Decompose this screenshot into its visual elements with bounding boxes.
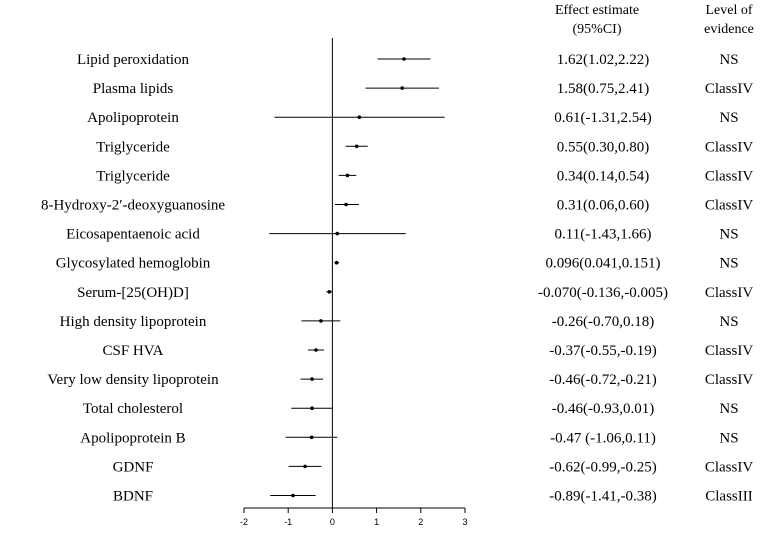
- point-estimate: [400, 86, 405, 90]
- evidence-header-line2: evidence: [704, 22, 754, 37]
- point-estimate: [310, 406, 314, 411]
- point-estimate: [402, 57, 406, 61]
- forest-row: Lipid peroxidation 1.62(1.02,2.22) NS: [77, 52, 739, 68]
- point-estimate: [344, 202, 348, 207]
- point-estimate: [291, 493, 295, 498]
- forest-rows: Lipid peroxidation 1.62(1.02,2.22) NS Plasm…: [41, 52, 753, 505]
- point-estimate: [335, 231, 340, 236]
- effect-estimate-text: 0.096(0.041,0.151): [546, 256, 661, 272]
- x-tick-label: 2: [418, 517, 423, 527]
- row-label: Glycosylated hemoglobin: [56, 256, 211, 272]
- effect-estimate-text: 1.62(1.02,2.22): [557, 52, 650, 68]
- evidence-level: NS: [719, 110, 738, 126]
- forest-row: Triglyceride 0.55(0.30,0.80) ClassIV: [96, 139, 753, 155]
- evidence-level: ClassIV: [705, 198, 754, 214]
- effect-estimate-text: -0.62(-0.99,-0.25): [549, 459, 656, 475]
- row-label: BDNF: [113, 489, 153, 505]
- forest-row: Very low density lipoprotein -0.46(-0.72,…: [47, 372, 753, 388]
- evidence-level: NS: [719, 52, 738, 68]
- x-tick-label: -1: [284, 517, 292, 527]
- point-estimate: [327, 290, 332, 294]
- row-label: Apolipoprotein: [87, 110, 179, 126]
- evidence-level: ClassIV: [705, 81, 754, 97]
- evidence-level: NS: [719, 430, 738, 446]
- forest-row: Apolipoprotein B -0.47 (-1.06,0.11) NS: [80, 430, 738, 446]
- effect-estimate-text: -0.070(-0.136,-0.005): [538, 285, 668, 301]
- evidence-level: ClassIV: [705, 459, 754, 475]
- effect-estimate-text: 1.58(0.75,2.41): [557, 81, 650, 97]
- x-tick-label: 1: [374, 517, 379, 527]
- estimate-header-line1: Effect estimate: [555, 3, 639, 18]
- evidence-level: ClassIV: [705, 372, 754, 388]
- effect-estimate-text: 0.61(-1.31,2.54): [554, 110, 652, 126]
- point-estimate: [354, 144, 359, 149]
- point-estimate: [314, 348, 318, 352]
- effect-estimate-text: -0.37(-0.55,-0.19): [549, 343, 656, 359]
- point-estimate: [303, 464, 307, 469]
- forest-row: Glycosylated hemoglobin 0.096(0.041,0.151…: [56, 256, 739, 272]
- forest-row: 8-Hydroxy-2′-deoxyguanosine 0.31(0.06,0.6…: [41, 198, 753, 214]
- point-estimate: [309, 435, 314, 440]
- point-estimate: [345, 173, 350, 178]
- effect-estimate-text: -0.26(-0.70,0.18): [552, 314, 654, 330]
- effect-estimate-text: 0.31(0.06,0.60): [557, 198, 650, 214]
- forest-row: High density lipoprotein -0.26(-0.70,0.18…: [60, 314, 739, 330]
- effect-estimate-text: -0.47 (-1.06,0.11): [550, 430, 656, 446]
- x-tick-label: 0: [330, 517, 335, 527]
- row-label: Plasma lipids: [93, 81, 174, 97]
- effect-estimate-text: -0.46(-0.93,0.01): [552, 401, 654, 417]
- evidence-level: ClassIV: [705, 343, 754, 359]
- forest-row: Triglyceride 0.34(0.14,0.54) ClassIV: [96, 168, 753, 184]
- row-label: Lipid peroxidation: [77, 52, 190, 68]
- effect-estimate-text: -0.46(-0.72,-0.21): [549, 372, 656, 388]
- x-tick-label: 3: [462, 517, 467, 527]
- forest-row: CSF HVA -0.37(-0.55,-0.19) ClassIV: [102, 343, 753, 359]
- point-estimate: [310, 377, 314, 381]
- row-label: Total cholesterol: [83, 401, 183, 417]
- row-label: GDNF: [113, 459, 154, 475]
- evidence-level: NS: [719, 256, 738, 272]
- evidence-level: NS: [719, 227, 738, 243]
- estimate-header-line2: (95%CI): [573, 22, 622, 37]
- forest-row: BDNF -0.89(-1.41,-0.38) ClassIII: [113, 489, 753, 505]
- column-headers: Effect estimate (95%CI) Level of evidenc…: [555, 3, 754, 37]
- row-label: Triglyceride: [96, 168, 170, 184]
- point-estimate: [334, 260, 339, 265]
- forest-row: Apolipoprotein 0.61(-1.31,2.54) NS: [87, 110, 738, 126]
- row-label: 8-Hydroxy-2′-deoxyguanosine: [41, 198, 225, 214]
- row-label: CSF HVA: [102, 343, 163, 359]
- evidence-level: NS: [719, 314, 738, 330]
- evidence-level: NS: [719, 401, 738, 417]
- forest-row: Total cholesterol -0.46(-0.93,0.01) NS: [83, 401, 739, 417]
- row-label: High density lipoprotein: [60, 314, 207, 330]
- evidence-level: ClassIV: [705, 139, 754, 155]
- row-label: Eicosapentaenoic acid: [66, 227, 200, 243]
- effect-estimate-text: 0.34(0.14,0.54): [557, 168, 650, 184]
- row-label: Apolipoprotein B: [80, 430, 185, 446]
- forest-row: Plasma lipids 1.58(0.75,2.41) ClassIV: [93, 81, 754, 97]
- x-axis: -2 -1 0 1 2 3: [240, 38, 468, 527]
- point-estimate: [357, 115, 362, 119]
- forest-row: GDNF -0.62(-0.99,-0.25) ClassIV: [113, 459, 754, 475]
- evidence-level: ClassIV: [705, 285, 754, 301]
- evidence-header-line1: Level of: [705, 3, 752, 18]
- point-estimate: [319, 319, 323, 323]
- effect-estimate-text: 0.11(-1.43,1.66): [555, 227, 652, 243]
- row-label: Serum-[25(OH)D]: [77, 285, 189, 301]
- row-label: Triglyceride: [96, 139, 170, 155]
- effect-estimate-text: -0.89(-1.41,-0.38): [549, 489, 656, 505]
- effect-estimate-text: 0.55(0.30,0.80): [557, 139, 650, 155]
- row-label: Very low density lipoprotein: [47, 372, 219, 388]
- x-tick-label: -2: [240, 517, 248, 527]
- forest-row: Serum-[25(OH)D] -0.070(-0.136,-0.005) Clas…: [77, 285, 753, 301]
- forest-row: Eicosapentaenoic acid 0.11(-1.43,1.66) NS: [66, 227, 738, 243]
- evidence-level: ClassIII: [705, 489, 753, 505]
- evidence-level: ClassIV: [705, 168, 754, 184]
